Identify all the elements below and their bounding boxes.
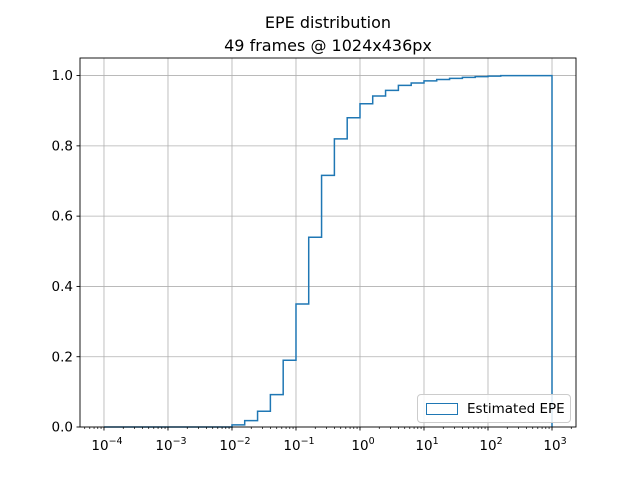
legend-step-patch-icon <box>426 402 458 415</box>
svg-text:101: 101 <box>415 436 438 454</box>
svg-text:103: 103 <box>543 436 566 454</box>
chart-title-block: EPE distribution 49 frames @ 1024x436px <box>80 11 576 57</box>
svg-text:10−3: 10−3 <box>155 436 186 454</box>
svg-text:1.0: 1.0 <box>52 68 73 84</box>
svg-text:10−4: 10−4 <box>91 436 122 454</box>
svg-text:0.2: 0.2 <box>52 349 73 365</box>
svg-text:102: 102 <box>479 436 502 454</box>
legend: Estimated EPE <box>417 394 571 423</box>
axes-spines <box>79 57 577 428</box>
grid <box>80 58 576 428</box>
legend-label: Estimated EPE <box>467 400 565 417</box>
svg-text:100: 100 <box>351 436 374 454</box>
chart-title: EPE distribution <box>264 13 392 32</box>
svg-text:0.6: 0.6 <box>52 209 73 225</box>
chart-subtitle: 49 frames @ 1024x436px <box>224 36 432 55</box>
cdf-step-line <box>103 74 553 428</box>
svg-text:0.8: 0.8 <box>52 138 73 154</box>
svg-text:0.4: 0.4 <box>52 279 73 295</box>
tick-labels: 10−4 10−3 10−2 10−1 100 101 102 103 0.0 0.2 0.4 0.6… <box>52 68 567 454</box>
svg-text:10−2: 10−2 <box>219 436 250 454</box>
svg-text:0.0: 0.0 <box>52 420 73 436</box>
svg-text:10−1: 10−1 <box>283 436 314 454</box>
axis-ticks <box>76 75 572 431</box>
